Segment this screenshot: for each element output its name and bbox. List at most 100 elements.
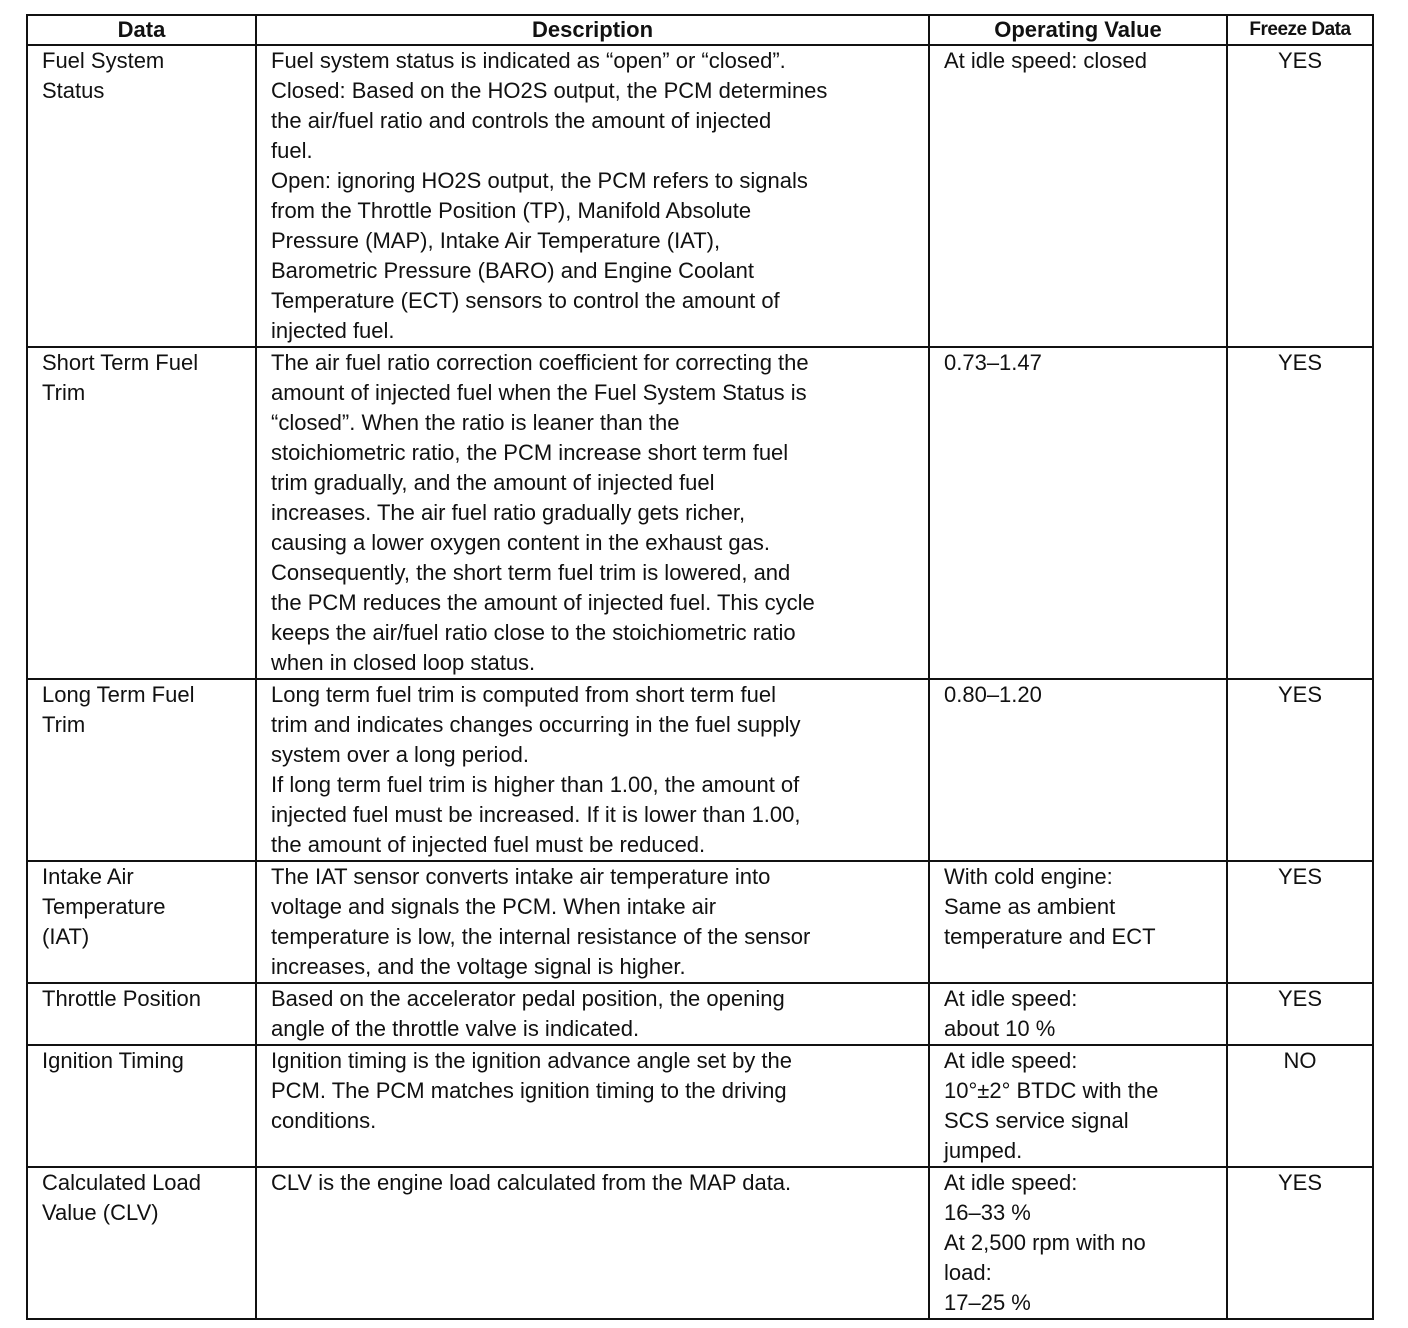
text-line: keeps the air/fuel ratio close to the st… bbox=[271, 620, 796, 645]
text-line: Closed: Based on the HO2S output, the PC… bbox=[271, 78, 828, 103]
text-line: At idle speed: bbox=[944, 1048, 1078, 1073]
text-line: the air/fuel ratio and controls the amou… bbox=[271, 108, 772, 133]
text-line: increases. The air fuel ratio gradually … bbox=[271, 500, 746, 525]
data-cell: Intake Air Temperature (IAT) bbox=[26, 860, 257, 984]
text-line: Long term fuel trim is computed from sho… bbox=[271, 682, 776, 707]
data-cell: Ignition Timing bbox=[26, 1044, 257, 1168]
table-row: Long Term Fuel Trim Long term fuel trim is… bbox=[26, 678, 1374, 862]
data-cell: Long Term Fuel Trim bbox=[26, 678, 257, 862]
text-line: Temperature (ECT) sensors to control the… bbox=[271, 288, 780, 313]
text-line: 16–33 % bbox=[944, 1200, 1031, 1225]
text-line: The IAT sensor converts intake air tempe… bbox=[271, 864, 771, 889]
pcm-data-table: Data Description Operating Value Freeze … bbox=[26, 14, 1374, 1320]
text-line: Pressure (MAP), Intake Air Temperature (… bbox=[271, 228, 721, 253]
text-line: trim gradually, and the amount of inject… bbox=[271, 470, 715, 495]
text-line: stoichiometric ratio, the PCM increase s… bbox=[271, 440, 789, 465]
operating-value-cell: 0.73–1.47 bbox=[928, 346, 1228, 680]
text-line: At 2,500 rpm with no bbox=[944, 1230, 1146, 1255]
text-line: about 10 % bbox=[944, 1016, 1056, 1041]
text-line: If long term fuel trim is higher than 1.… bbox=[271, 772, 800, 797]
text-line: 17–25 % bbox=[944, 1290, 1031, 1315]
text-line: Intake Air bbox=[42, 864, 134, 889]
description-cell: The IAT sensor converts intake air tempe… bbox=[255, 860, 930, 984]
text-line: At idle speed: bbox=[944, 1170, 1078, 1195]
freeze-data-cell: YES bbox=[1226, 1166, 1374, 1320]
data-cell: Calculated Load Value (CLV) bbox=[26, 1166, 257, 1320]
freeze-data-cell: YES bbox=[1226, 982, 1374, 1046]
text-line: Value (CLV) bbox=[42, 1200, 159, 1225]
text-line: 10°±2° BTDC with the bbox=[944, 1078, 1159, 1103]
header-freeze-data: Freeze Data bbox=[1226, 14, 1374, 46]
text-line: trim and indicates changes occurring in … bbox=[271, 712, 801, 737]
text-line: At idle speed: closed bbox=[944, 48, 1148, 73]
text-line: Trim bbox=[42, 712, 86, 737]
freeze-data-cell: NO bbox=[1226, 1044, 1374, 1168]
text-line: Fuel system status is indicated as “open… bbox=[271, 48, 786, 73]
text-line: Consequently, the short term fuel trim i… bbox=[271, 560, 791, 585]
freeze-data-cell: YES bbox=[1226, 44, 1374, 348]
operating-value-cell: At idle speed: about 10 % bbox=[928, 982, 1228, 1046]
table-row: Short Term Fuel Trim The air fuel ratio co… bbox=[26, 346, 1374, 680]
text-line: temperature and ECT bbox=[944, 924, 1156, 949]
header-data: Data bbox=[26, 14, 257, 46]
text-line: Fuel System bbox=[42, 48, 165, 73]
table-row: Ignition Timing Ignition timing is the ig… bbox=[26, 1044, 1374, 1168]
table-row: Intake Air Temperature (IAT) The IAT sensor… bbox=[26, 860, 1374, 984]
table-body: Fuel System Status Fuel system status is i… bbox=[26, 44, 1374, 1320]
text-line: SCS service signal bbox=[944, 1108, 1129, 1133]
text-line: when in closed loop status. bbox=[271, 650, 536, 675]
text-line: fuel. bbox=[271, 138, 313, 163]
text-line: Same as ambient bbox=[944, 894, 1116, 919]
data-cell: Short Term Fuel Trim bbox=[26, 346, 257, 680]
text-line: load: bbox=[944, 1260, 992, 1285]
description-cell: Long term fuel trim is computed from sho… bbox=[255, 678, 930, 862]
operating-value-cell: At idle speed: 16–33 % At 2,500 rpm with n… bbox=[928, 1166, 1228, 1320]
operating-value-cell: At idle speed: 10°±2° BTDC with the SCS se… bbox=[928, 1044, 1228, 1168]
text-line: conditions. bbox=[271, 1108, 377, 1133]
table-row: Fuel System Status Fuel system status is i… bbox=[26, 44, 1374, 348]
description-cell: The air fuel ratio correction coefficien… bbox=[255, 346, 930, 680]
table-row: Throttle Position Based on the accelerato… bbox=[26, 982, 1374, 1046]
header-operating-value: Operating Value bbox=[928, 14, 1228, 46]
text-line: amount of injected fuel when the Fuel Sy… bbox=[271, 380, 807, 405]
text-line: the PCM reduces the amount of injected f… bbox=[271, 590, 815, 615]
text-line: PCM. The PCM matches ignition timing to … bbox=[271, 1078, 787, 1103]
text-line: jumped. bbox=[944, 1138, 1023, 1163]
table-row: Calculated Load Value (CLV) CLV is the eng… bbox=[26, 1166, 1374, 1320]
text-line: injected fuel. bbox=[271, 318, 395, 343]
text-line: Open: ignoring HO2S output, the PCM refe… bbox=[271, 168, 808, 193]
text-line: Calculated Load bbox=[42, 1170, 202, 1195]
text-line: Trim bbox=[42, 380, 86, 405]
text-line: from the Throttle Position (TP), Manifol… bbox=[271, 198, 752, 223]
text-line: Ignition timing is the ignition advance … bbox=[271, 1048, 792, 1073]
text-line: With cold engine: bbox=[944, 864, 1113, 889]
text-line: Barometric Pressure (BARO) and Engine Co… bbox=[271, 258, 754, 283]
text-line: 0.73–1.47 bbox=[944, 350, 1042, 375]
header-row: Data Description Operating Value Freeze … bbox=[26, 14, 1374, 46]
freeze-data-cell: YES bbox=[1226, 860, 1374, 984]
description-cell: CLV is the engine load calculated from t… bbox=[255, 1166, 930, 1320]
data-cell: Fuel System Status bbox=[26, 44, 257, 348]
text-line: system over a long period. bbox=[271, 742, 530, 767]
header-description: Description bbox=[255, 14, 930, 46]
text-line: injected fuel must be increased. If it i… bbox=[271, 802, 801, 827]
text-line: Throttle Position bbox=[42, 986, 201, 1011]
text-line: 0.80–1.20 bbox=[944, 682, 1042, 707]
text-line: Short Term Fuel bbox=[42, 350, 199, 375]
text-line: angle of the throttle valve is indicated… bbox=[271, 1016, 640, 1041]
text-line: (IAT) bbox=[42, 924, 90, 949]
freeze-data-cell: YES bbox=[1226, 678, 1374, 862]
text-line: Status bbox=[42, 78, 105, 103]
data-cell: Throttle Position bbox=[26, 982, 257, 1046]
operating-value-cell: With cold engine: Same as ambient temperat… bbox=[928, 860, 1228, 984]
text-line: Long Term Fuel bbox=[42, 682, 195, 707]
text-line: Temperature bbox=[42, 894, 166, 919]
text-line: Ignition Timing bbox=[42, 1048, 184, 1073]
text-line: At idle speed: bbox=[944, 986, 1078, 1011]
text-line: temperature is low, the internal resista… bbox=[271, 924, 811, 949]
freeze-data-cell: YES bbox=[1226, 346, 1374, 680]
operating-value-cell: 0.80–1.20 bbox=[928, 678, 1228, 862]
text-line: the amount of injected fuel must be redu… bbox=[271, 832, 706, 857]
operating-value-cell: At idle speed: closed bbox=[928, 44, 1228, 348]
text-line: “closed”. When the ratio is leaner than … bbox=[271, 410, 680, 435]
